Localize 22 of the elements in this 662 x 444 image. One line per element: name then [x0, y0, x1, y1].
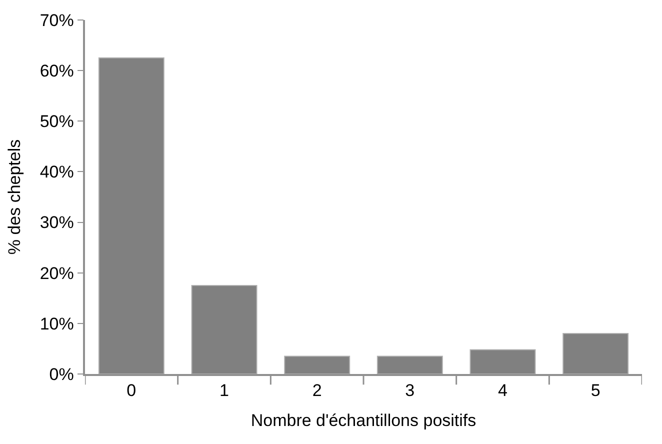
bar [284, 356, 350, 374]
x-axis-title: Nombre d'échantillons positifs [250, 411, 476, 430]
bar [470, 349, 536, 374]
x-tick-label: 5 [590, 381, 600, 400]
y-tick-label: 50% [40, 112, 74, 132]
x-tick-label: 3 [405, 381, 415, 400]
bar [98, 57, 164, 374]
bar [376, 356, 443, 374]
y-axis-title: % des cheptels [4, 139, 24, 255]
y-tick-label: 30% [40, 213, 74, 232]
x-tick-label: 4 [498, 381, 508, 400]
y-tick-label: 40% [40, 162, 74, 182]
bar [191, 285, 258, 374]
y-tick-label: 60% [40, 62, 74, 81]
y-tick-label: 0% [49, 364, 74, 384]
x-tick-label: 1 [220, 381, 229, 400]
x-tick-label: 2 [312, 381, 322, 400]
y-tick-label: 10% [40, 314, 74, 334]
y-tick-label: 70% [40, 10, 74, 30]
x-tick-label: 0 [126, 381, 136, 400]
bar [562, 333, 629, 374]
y-tick-label: 20% [40, 264, 74, 283]
